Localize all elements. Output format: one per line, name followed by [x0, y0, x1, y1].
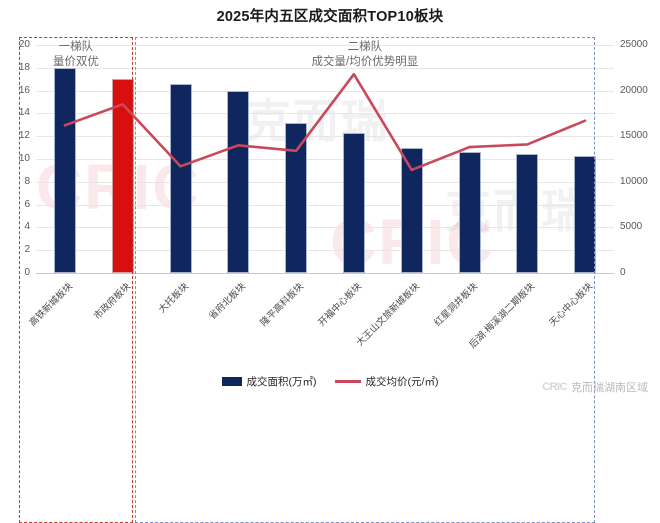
bar-swatch-icon	[221, 377, 242, 386]
chart-container: 2025年内五区成交面积TOP10板块 CRIC 克而瑞 CRIC 克而瑞 02…	[0, 9, 660, 523]
zone-note-line1: 一梯队	[58, 41, 94, 53]
y-axis-right-tick: 15000	[620, 130, 648, 142]
gridline	[36, 227, 614, 229]
zone-note-line2: 成交量/均价优势明显	[311, 56, 419, 68]
y-axis-left-tick: 10	[18, 153, 30, 164]
gridline	[36, 67, 614, 69]
bar-10[interactable]	[574, 155, 597, 273]
credit-attribution: CRIC 克而瑞湖南区域	[542, 379, 648, 395]
y-axis-right-tick: 5000	[620, 221, 643, 233]
legend-item-area[interactable]: 成交面积(万㎡)	[221, 374, 317, 389]
plot-area	[36, 45, 614, 274]
credit-logo-icon: CRIC	[542, 381, 567, 393]
bar-1[interactable]	[53, 67, 76, 273]
bar-9[interactable]	[516, 154, 539, 273]
y-axis-right-tick: 20000	[620, 84, 648, 96]
legend-label-price: 成交均价(元/㎡)	[365, 376, 439, 388]
gridline	[36, 136, 614, 138]
line-swatch-icon	[334, 380, 361, 383]
y-axis-left-tick: 4	[24, 221, 30, 233]
zone-note-tier-2: 二梯队成交量/均价优势明显	[135, 40, 595, 70]
price-line	[63, 72, 587, 172]
y-axis-left-tick: 16	[18, 84, 30, 96]
legend-item-price[interactable]: 成交均价(元/㎡)	[334, 374, 439, 389]
bar-5[interactable]	[285, 122, 308, 273]
chart-legend: 成交面积(万㎡) 成交均价(元/㎡)	[0, 374, 660, 389]
y-axis-left-tick: 12	[18, 130, 30, 142]
gridline	[36, 159, 614, 160]
gridline	[36, 181, 614, 183]
gridline	[36, 273, 614, 274]
zone-note-line2: 量价双优	[52, 56, 99, 68]
bar-3[interactable]	[169, 83, 192, 273]
y-axis-left-tick: 18	[18, 61, 30, 73]
bar-4[interactable]	[227, 90, 250, 273]
y-axis-left-tick: 6	[24, 198, 30, 210]
y-axis-right-tick: 25000	[620, 39, 648, 50]
bar-8[interactable]	[458, 152, 481, 273]
bar-2[interactable]	[111, 79, 134, 273]
legend-label-area: 成交面积(万㎡)	[246, 376, 317, 388]
credit-text: 克而瑞湖南区域	[571, 382, 648, 394]
y-axis-left-tick: 20	[18, 39, 30, 50]
gridline	[36, 250, 614, 252]
zone-note-line1: 二梯队	[347, 41, 383, 53]
y-axis-left-tick: 8	[24, 175, 30, 187]
y-axis-left-tick: 0	[24, 267, 30, 278]
bar-6[interactable]	[342, 132, 365, 273]
gridline	[36, 204, 614, 206]
bar-7[interactable]	[400, 147, 423, 273]
gridline	[36, 45, 614, 46]
y-axis-left-tick: 2	[24, 244, 30, 256]
y-axis-right-tick: 0	[620, 267, 626, 278]
zone-note-tier-1: 一梯队 量价双优	[19, 40, 133, 70]
y-axis-right-tick: 10000	[620, 175, 648, 187]
y-axis-left-tick: 14	[18, 107, 30, 119]
gridline	[36, 90, 614, 92]
line-series	[63, 72, 587, 172]
chart-title: 2025年内五区成交面积TOP10板块	[216, 9, 444, 25]
